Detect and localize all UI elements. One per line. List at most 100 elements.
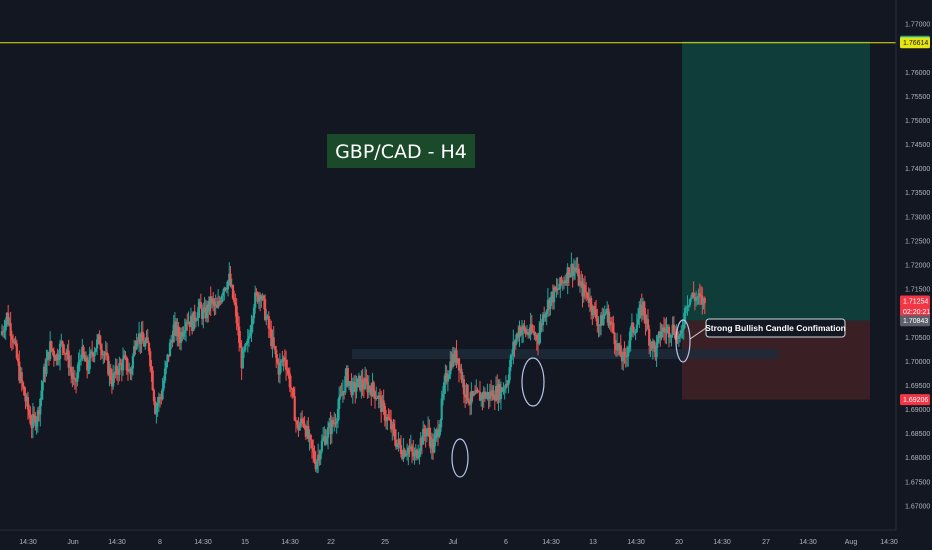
candle xyxy=(665,317,668,345)
candle-body xyxy=(459,368,462,371)
candle-body xyxy=(397,439,400,444)
candle-body xyxy=(137,333,141,342)
candle-body xyxy=(443,382,446,394)
annotation-text: Strong Bullish Candle Confimation xyxy=(705,323,846,333)
candle-body xyxy=(457,358,461,371)
candle-body xyxy=(313,451,316,462)
candle xyxy=(51,348,54,356)
candle-body xyxy=(133,346,136,356)
candle-body xyxy=(289,387,293,389)
candle xyxy=(412,439,415,461)
candle xyxy=(215,297,219,309)
candle xyxy=(502,382,505,395)
candle-body xyxy=(471,391,474,396)
candle xyxy=(566,263,569,295)
candle-body xyxy=(539,323,542,333)
candle-body xyxy=(246,338,249,343)
candle xyxy=(71,366,74,388)
candle-body xyxy=(86,357,89,371)
candle-body xyxy=(470,391,473,404)
candle-body xyxy=(649,342,652,346)
candle-body xyxy=(439,420,442,432)
candle xyxy=(536,332,540,356)
candle-body xyxy=(319,451,322,460)
candle xyxy=(144,337,147,350)
time-axis[interactable]: 14:30 Jun 14:30 8 14:30 15 14:30 22 25 Jul 6 14:30 1… xyxy=(0,529,898,546)
candle-body xyxy=(402,449,405,459)
candle-body xyxy=(480,394,483,401)
candle-body xyxy=(581,282,584,297)
time-tick-label: 8 xyxy=(158,539,162,546)
candle-body xyxy=(666,326,669,329)
candle-body xyxy=(304,428,307,437)
candle-body xyxy=(323,436,326,439)
candle xyxy=(534,331,537,342)
candle-body xyxy=(360,379,363,391)
price-axis[interactable]: 1.77000 1.76000 1.75500 1.75000 1.74500 1.740… xyxy=(895,0,930,530)
candle-body xyxy=(519,327,522,335)
candle-body xyxy=(671,324,674,335)
price-tick-label: 1.68000 xyxy=(905,455,930,462)
candle xyxy=(409,434,412,452)
candle xyxy=(676,327,679,345)
support-band xyxy=(352,349,778,359)
candle xyxy=(468,392,472,416)
candle xyxy=(399,434,403,458)
candle xyxy=(506,379,509,388)
candle-body xyxy=(98,334,101,345)
candle-body xyxy=(330,419,333,435)
candle xyxy=(172,315,175,344)
candle-body xyxy=(255,292,258,294)
candle xyxy=(297,417,300,437)
candle xyxy=(695,290,698,307)
candle-body xyxy=(657,331,661,337)
candle-body xyxy=(91,351,94,355)
candle xyxy=(430,432,433,460)
candle xyxy=(110,368,114,394)
candle-body xyxy=(322,438,325,441)
candle xyxy=(345,365,348,388)
candle-body xyxy=(60,341,63,344)
candle xyxy=(512,329,515,365)
candle-body xyxy=(152,389,156,402)
candle-body xyxy=(240,347,243,369)
candle-body xyxy=(54,357,57,361)
candle xyxy=(249,325,252,339)
candle xyxy=(481,391,484,411)
candle-body xyxy=(281,360,284,362)
candle xyxy=(444,364,447,394)
candle-body xyxy=(82,346,85,356)
candle-body xyxy=(296,421,299,425)
candle xyxy=(304,425,307,441)
candle xyxy=(338,386,341,420)
candle xyxy=(177,321,180,347)
candle xyxy=(49,331,52,362)
candle-body xyxy=(94,348,97,352)
candle xyxy=(396,442,399,450)
candle-body xyxy=(292,388,295,397)
candle-body xyxy=(593,306,596,310)
candle-body xyxy=(262,295,265,300)
candle xyxy=(661,324,664,338)
candle-body xyxy=(344,376,347,393)
candle-body xyxy=(507,380,510,386)
candle xyxy=(581,274,584,308)
candle-body xyxy=(182,332,185,337)
candle xyxy=(492,385,495,400)
candle-body xyxy=(693,296,696,301)
candle-body xyxy=(424,433,427,437)
candle-body xyxy=(456,358,459,363)
candle-body xyxy=(408,447,411,449)
candle xyxy=(544,312,547,322)
candle-body xyxy=(543,314,546,318)
candle-body xyxy=(58,343,62,360)
candle xyxy=(387,408,390,421)
price-tick-label: 1.71500 xyxy=(905,287,930,294)
candle-body xyxy=(310,440,314,449)
candle xyxy=(688,298,692,308)
candle xyxy=(686,295,689,316)
candle xyxy=(123,349,126,360)
annotation-box[interactable] xyxy=(705,318,846,338)
candle xyxy=(251,315,254,333)
